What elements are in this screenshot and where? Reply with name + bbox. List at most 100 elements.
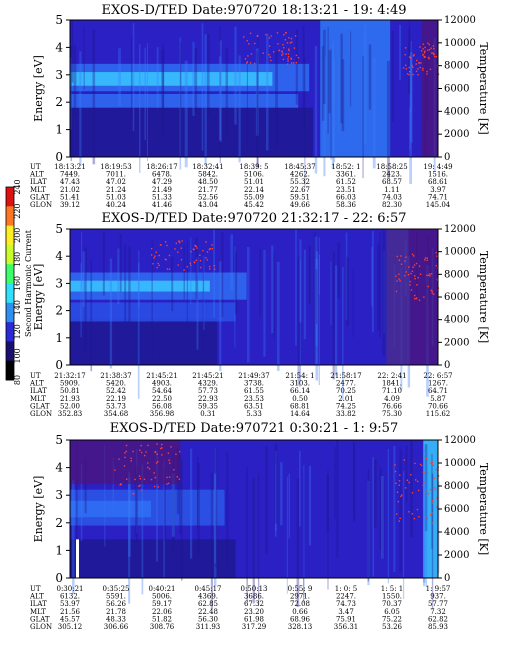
noise-speckle: [288, 48, 290, 50]
spectral-streak: [299, 239, 302, 323]
noise-speckle: [433, 487, 436, 489]
orbit-value: 64.71: [428, 387, 448, 395]
noise-speckle: [432, 52, 434, 54]
noise-speckle: [431, 462, 434, 464]
noise-speckle: [245, 62, 248, 64]
orbit-value: 354.68: [104, 410, 129, 418]
spectral-streak: [368, 44, 372, 110]
noise-speckle: [429, 275, 431, 277]
noise-speckle: [422, 48, 424, 50]
noise-speckle: [411, 492, 414, 494]
noise-speckle: [398, 273, 400, 275]
noise-speckle: [208, 265, 211, 268]
noise-speckle: [157, 486, 159, 488]
noise-speckle: [412, 66, 414, 68]
orbit-value: 306.66: [104, 623, 129, 631]
noise-speckle: [411, 513, 414, 515]
noise-speckle: [287, 58, 289, 60]
noise-speckle: [408, 511, 410, 513]
orbit-value: 49.66: [290, 201, 311, 209]
y-tick-label: 5: [55, 433, 63, 447]
orbit-value: 61.98: [244, 615, 264, 623]
orbit-value: 85.93: [428, 623, 448, 631]
spectral-streak: [367, 469, 370, 582]
spectral-streak: [315, 269, 318, 325]
noise-speckle: [408, 56, 411, 58]
noise-speckle: [410, 289, 413, 291]
noise-speckle: [397, 500, 400, 503]
orbit-value: 21.77: [198, 186, 218, 194]
orbit-value: 21.93: [60, 395, 80, 403]
spectral-streak: [102, 231, 105, 296]
noise-speckle: [284, 31, 287, 34]
noise-speckle: [290, 41, 293, 43]
y-axis-label: Energy [eV]: [32, 55, 45, 122]
spectral-streak: [399, 449, 402, 573]
spectral-streak: [184, 60, 188, 168]
orbit-row-label: UT: [30, 585, 41, 593]
energy-band: [70, 72, 273, 86]
orbit-value: 21:45:21: [146, 372, 177, 380]
spectral-streak: [391, 31, 394, 122]
noise-speckle: [436, 497, 438, 499]
orbit-value: 3.97: [430, 186, 446, 194]
spectral-streak: [408, 20, 411, 108]
noise-speckle: [404, 47, 407, 49]
orbit-value: 59.35: [198, 402, 218, 410]
spectral-streak: [146, 43, 148, 162]
noise-speckle: [408, 481, 410, 484]
noise-speckle: [249, 32, 252, 35]
orbit-value: 68.57: [382, 178, 402, 186]
orbit-row-label: ILAT: [30, 178, 47, 186]
orbit-value: 7011.: [106, 171, 126, 179]
noise-speckle: [426, 472, 429, 475]
spectral-streak: [314, 236, 318, 364]
orbit-value: 52.00: [60, 402, 80, 410]
spectral-streak: [386, 60, 390, 179]
orbit-value: 67.32: [244, 600, 264, 608]
low-energy-region: [70, 107, 313, 157]
noise-speckle: [415, 297, 418, 299]
spectral-streak: [313, 232, 316, 363]
noise-speckle: [199, 254, 201, 256]
spectral-streak: [299, 255, 301, 387]
noise-speckle: [423, 52, 426, 54]
orbit-value: 21.78: [106, 608, 126, 616]
colorbar-tick-label: 180: [13, 252, 22, 267]
noise-speckle: [431, 52, 433, 54]
spectral-streak: [206, 33, 210, 116]
orbit-value: 62.85: [198, 600, 218, 608]
noise-speckle: [147, 466, 149, 469]
energy-band: [70, 302, 236, 322]
orbit-row-label: GLAT: [30, 615, 50, 623]
orbit-row-label: GLON: [30, 201, 52, 209]
spectral-streak: [387, 449, 390, 584]
noise-speckle: [431, 522, 434, 525]
orbit-value: 56.30: [198, 615, 218, 623]
noise-speckle: [147, 444, 149, 447]
y2-tick-label: 2000: [444, 129, 469, 140]
orbit-value: 317.29: [242, 623, 267, 631]
noise-speckle: [158, 264, 160, 267]
spectral-streak: [295, 229, 297, 346]
noise-speckle: [166, 476, 168, 479]
noise-speckle: [256, 35, 259, 38]
noise-speckle: [286, 63, 289, 65]
orbit-value: 52.56: [198, 193, 219, 201]
noise-speckle: [415, 70, 418, 73]
noise-speckle: [417, 74, 419, 76]
orbit-value: 2423.: [382, 171, 402, 179]
noise-speckle: [176, 476, 179, 478]
noise-speckle: [154, 451, 157, 454]
spectral-streak: [70, 45, 73, 162]
orbit-value: 48.50: [198, 178, 218, 186]
noise-speckle: [416, 284, 418, 286]
spectral-streak: [256, 51, 259, 168]
orbit-row-label: MLT: [30, 395, 46, 403]
noise-speckle: [413, 517, 416, 520]
orbit-value: 75.30: [382, 410, 402, 418]
orbit-row-label: ALT: [29, 171, 44, 179]
spectral-streak: [327, 469, 329, 590]
noise-speckle: [206, 259, 209, 261]
colorbar-tick-label: 80: [13, 375, 22, 385]
